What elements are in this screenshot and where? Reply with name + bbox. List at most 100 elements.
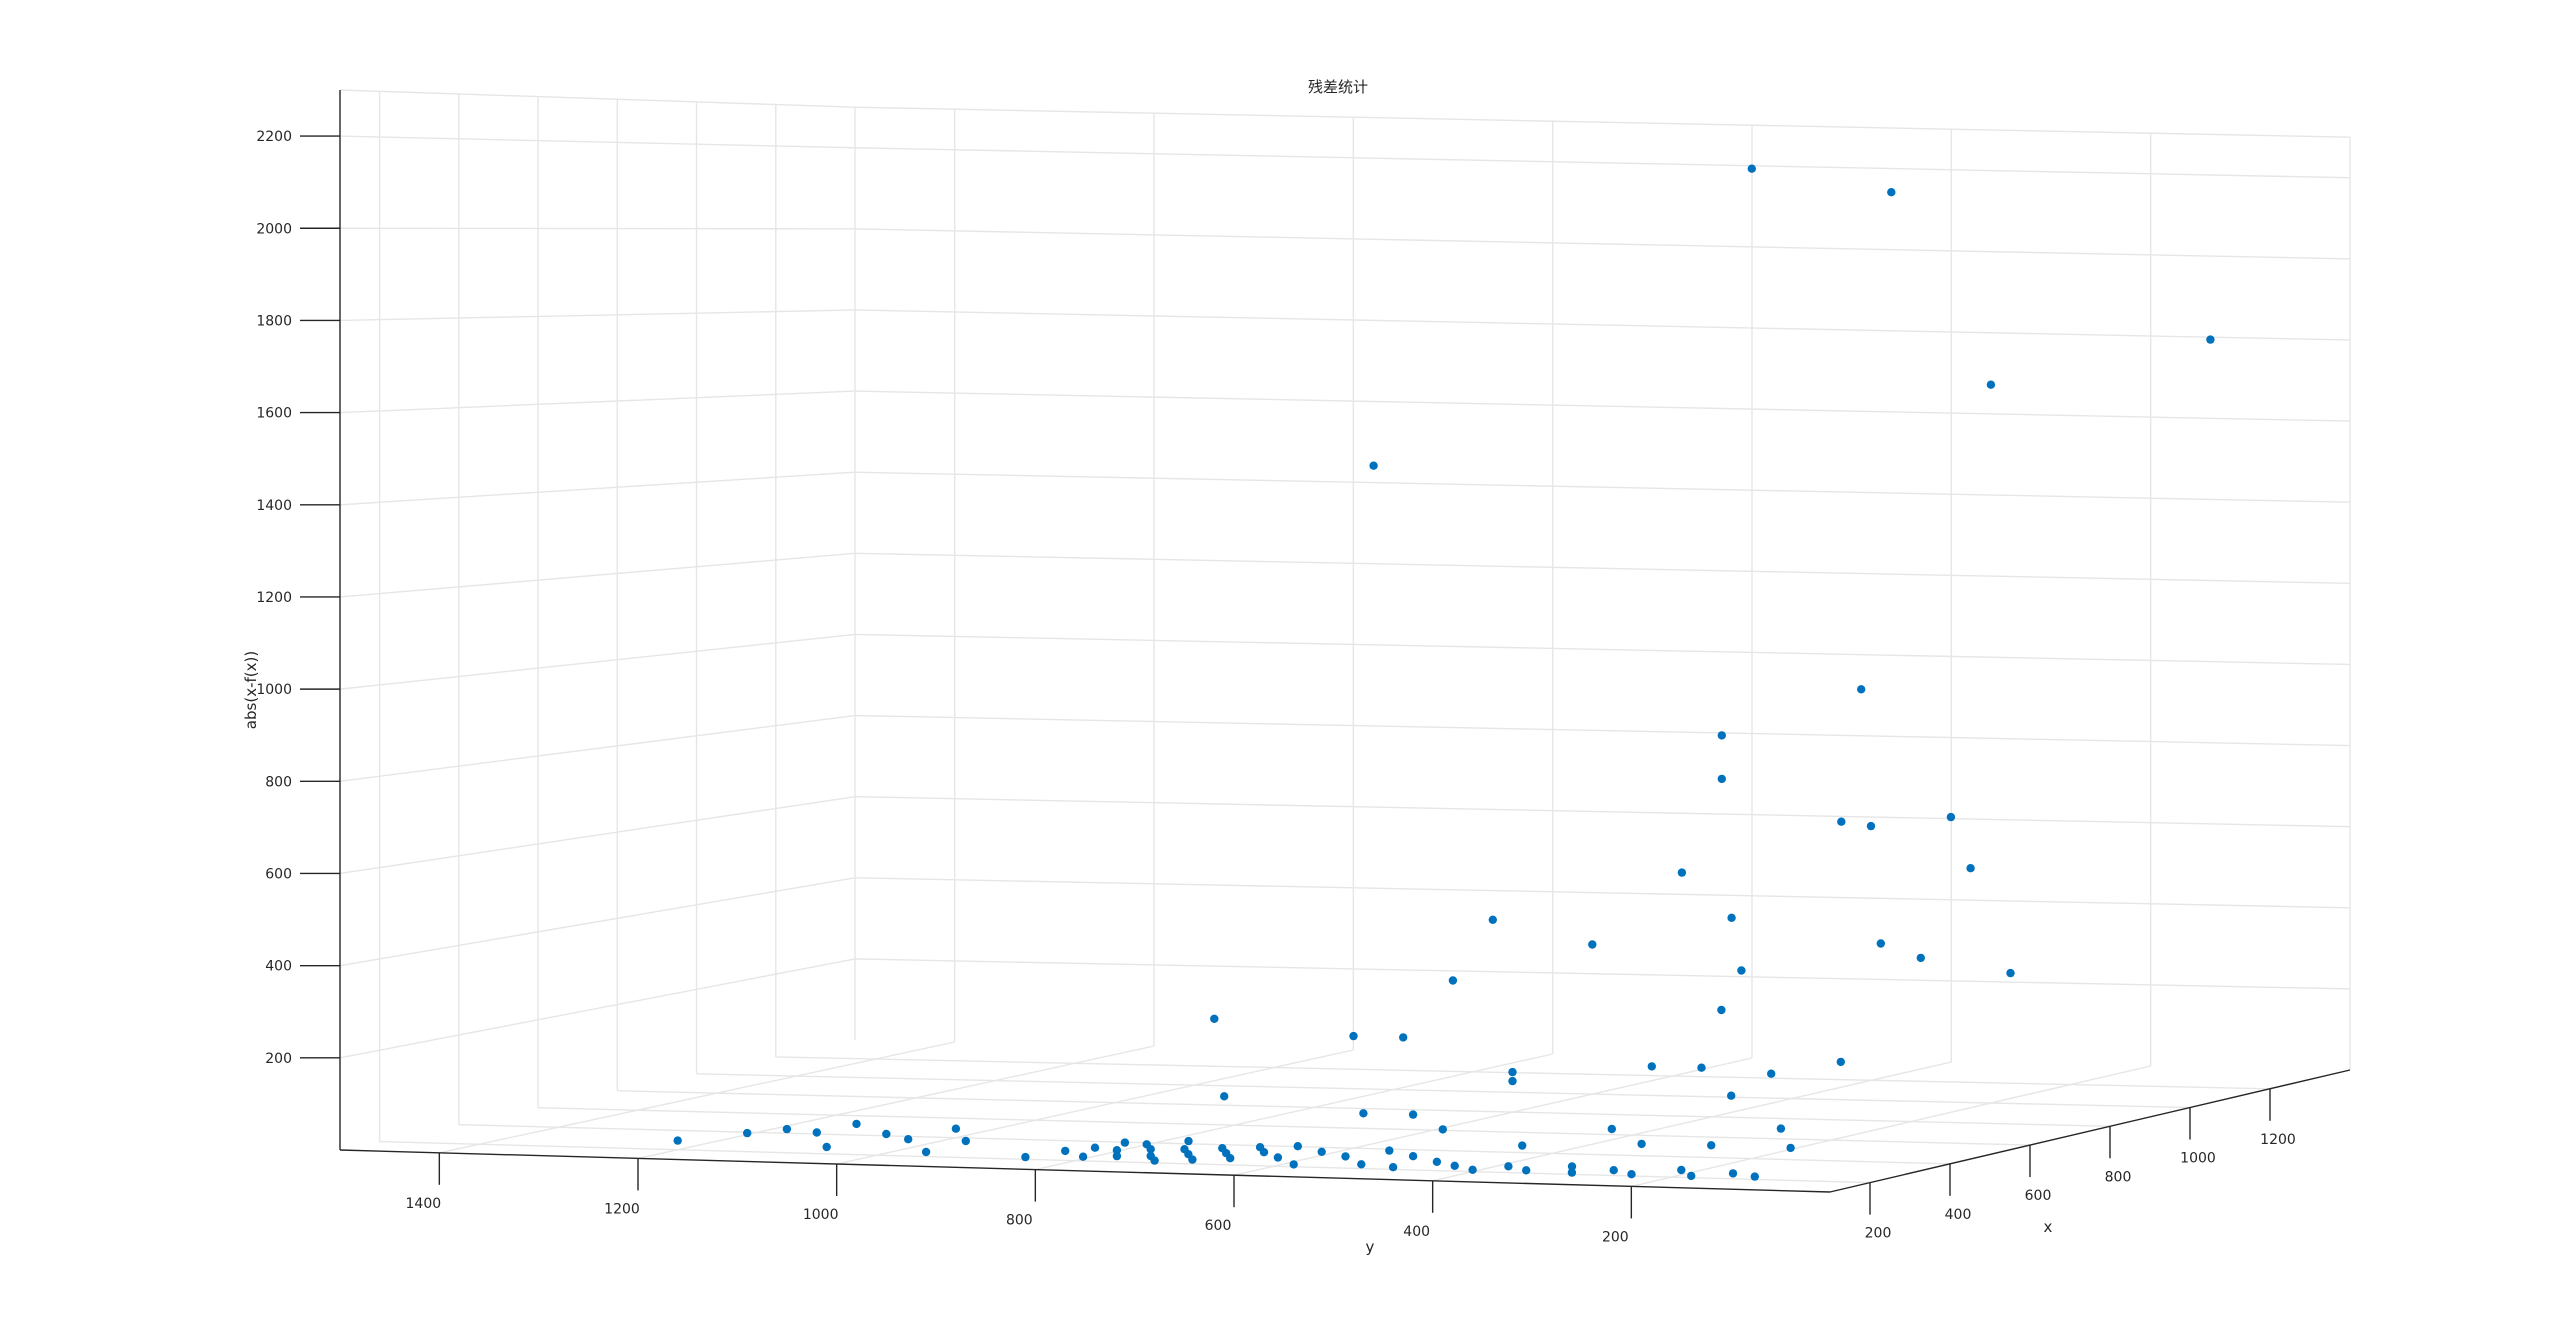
grid-line-side-z — [339, 227, 856, 230]
grid-line-back-z — [854, 471, 2351, 503]
grid-line-back-z — [854, 877, 2351, 909]
data-point — [1966, 864, 1975, 873]
data-point — [1707, 1141, 1716, 1150]
data-point — [1609, 1166, 1618, 1175]
data-point — [904, 1135, 913, 1144]
data-point — [1776, 1124, 1786, 1133]
data-point — [1349, 1031, 1358, 1041]
y-tick-label: 400 — [1403, 1224, 1430, 1240]
grid-line-floor-x — [617, 1090, 2111, 1128]
grid-line-back-z — [854, 390, 2351, 422]
x-tick-label: 600 — [2025, 1188, 2052, 1204]
data-point — [1518, 1141, 1527, 1150]
grid-line-side-z — [339, 135, 856, 149]
data-point — [1916, 953, 1926, 963]
data-point — [1448, 976, 1458, 985]
data-point — [1637, 1139, 1646, 1149]
grid-line-side-z — [339, 309, 856, 322]
data-point — [1120, 1138, 1130, 1147]
grid-line-floor-x — [379, 1140, 1871, 1184]
z-tick-label: 2000 — [256, 221, 292, 237]
data-point — [1210, 1014, 1219, 1023]
z-tick-label: 1200 — [256, 590, 292, 606]
data-point — [782, 1124, 792, 1134]
data-point — [1717, 731, 1727, 740]
data-point — [1369, 461, 1378, 470]
data-point — [1293, 1142, 1303, 1151]
z-tick-label: 600 — [265, 866, 292, 882]
data-point — [1112, 1151, 1122, 1161]
data-point — [1986, 380, 1996, 389]
data-point — [1750, 1172, 1760, 1181]
x-tick-label: 800 — [2105, 1169, 2132, 1185]
data-point — [882, 1129, 891, 1139]
data-point — [1677, 1165, 1686, 1175]
grid-line-floor-x — [696, 1073, 2191, 1109]
z-tick-label: 800 — [265, 774, 292, 790]
grid-line-side-z — [339, 633, 856, 690]
z-tick-label: 1800 — [256, 313, 292, 329]
z-tick-label: 1600 — [256, 406, 292, 422]
data-point — [1220, 1092, 1229, 1101]
data-point — [1399, 1033, 1408, 1042]
y-tick-label: 600 — [1205, 1218, 1232, 1234]
data-point — [1146, 1145, 1155, 1154]
data-point — [1188, 1155, 1197, 1164]
grid-line-back-z — [854, 309, 2351, 341]
y-tick-label: 200 — [1602, 1229, 1629, 1245]
grid-line-floor-y — [1432, 1061, 1952, 1182]
data-point — [1522, 1166, 1531, 1175]
data-point — [1184, 1136, 1193, 1146]
y-tick-label: 1200 — [604, 1201, 640, 1217]
grid-line-floor-x — [458, 1123, 1951, 1165]
data-point — [1450, 1161, 1459, 1171]
grid-box-edge — [854, 106, 2351, 138]
data-point — [812, 1128, 821, 1137]
data-point — [1647, 1062, 1657, 1071]
data-point — [1468, 1165, 1477, 1175]
grid-line-back-z — [854, 633, 2351, 666]
grid-line-back-z — [854, 958, 2351, 990]
data-point — [1359, 1109, 1368, 1118]
z-tick-label: 1000 — [256, 682, 292, 698]
y-axis-label: y — [1366, 1238, 1375, 1256]
grid-line-side-z — [339, 552, 856, 598]
data-point — [1727, 913, 1736, 922]
data-point — [1508, 1067, 1517, 1077]
grid-line-floor-y — [1035, 1053, 1553, 1171]
ticks: 1400 1200 1000 800 600 400 200 200 400 600 800 1000… — [256, 129, 2295, 1245]
data-point — [743, 1128, 752, 1138]
grid-lines — [339, 89, 2351, 1188]
data-point — [1226, 1154, 1235, 1163]
data-point — [852, 1119, 861, 1129]
grid-line-back-z — [854, 147, 2351, 179]
x-axis-label: x — [2044, 1218, 2053, 1236]
data-point — [1078, 1152, 1088, 1161]
grid-line-floor-x — [538, 1106, 2031, 1146]
grid-line-side-z — [339, 390, 856, 414]
data-point — [1887, 188, 1896, 197]
data-point — [673, 1136, 682, 1145]
x-tick-label: 200 — [1865, 1226, 1892, 1242]
chart-title: 残差统计 — [1308, 78, 1368, 96]
grid-line-side-z — [339, 877, 856, 967]
y-tick-label: 1000 — [803, 1207, 839, 1223]
data-point — [921, 1147, 931, 1157]
grid-line-floor-y — [439, 1041, 955, 1154]
data-point — [1504, 1162, 1513, 1171]
data-point — [1607, 1124, 1617, 1134]
grid-line-floor-y — [637, 1045, 1155, 1160]
data-point — [1786, 1143, 1795, 1153]
data-point — [822, 1142, 831, 1152]
data-point — [1289, 1160, 1298, 1169]
grid-line-back-z — [854, 228, 2351, 260]
z-tick-label: 400 — [265, 959, 292, 975]
data-point — [1317, 1147, 1326, 1157]
data-point — [2206, 335, 2215, 344]
data-point — [1946, 812, 1956, 822]
data-point — [1388, 1163, 1398, 1172]
data-point — [1090, 1143, 1100, 1152]
data-point — [951, 1124, 961, 1133]
x-axis-line — [1829, 1069, 2351, 1193]
